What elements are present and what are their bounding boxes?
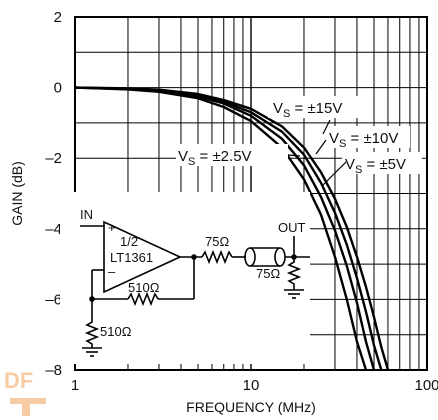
watermark-logo	[10, 398, 46, 416]
circuit-label-in: IN	[80, 207, 93, 222]
opamp-triangle	[103, 220, 182, 294]
circuit-label-plus: +	[108, 220, 116, 235]
annotation-bg-5v	[342, 152, 422, 174]
inset-circuit: IN + – 1/2 LT1361 75Ω OUT 75Ω 510Ω 510Ω	[60, 192, 310, 364]
y-tick-label: –8	[45, 362, 62, 379]
junction-dot-out	[291, 254, 297, 260]
x-axis-label: FREQUENCY (MHz)	[186, 399, 316, 415]
circuit-label-minus: –	[108, 264, 116, 279]
x-tick-label: 1	[71, 377, 79, 394]
annotation-leader-10v	[315, 139, 327, 155]
circuit-background	[60, 192, 310, 364]
annotation-leader-15v	[322, 119, 331, 135]
annotation-bg-15v	[268, 96, 364, 118]
circuit-label-r-feedback: 510Ω	[128, 280, 160, 295]
circuit-label-r-series: 75Ω	[205, 234, 229, 249]
y-tick-label: –6	[45, 291, 62, 308]
annotation-vs-15v: VS = ±15V	[273, 100, 342, 120]
circuit-label-out: OUT	[278, 220, 306, 235]
series-line-3	[74, 86, 390, 371]
annotation-bg-10v	[324, 126, 410, 148]
annotation-bg-2p5v	[176, 144, 288, 166]
series-resistor-75	[201, 249, 233, 265]
circuit-label-r-load: 75Ω	[256, 266, 280, 281]
y-tick-label: –4	[45, 221, 62, 238]
circuit-label-r-ground: 510Ω	[100, 324, 132, 339]
annotation-vs-2p5v: VS = ±2.5V	[178, 148, 252, 168]
feedback-resistor-510	[127, 291, 159, 307]
annotation-vs-10v: VS = ±10V	[329, 130, 398, 150]
ground-resistor-510	[84, 318, 100, 348]
circuit-label-part: LT1361	[110, 250, 153, 265]
x-tick-label: 100	[414, 377, 438, 394]
tick-labels: 2 0 –2 –4 –6 –8 1 10 100	[45, 9, 438, 394]
annotations: VS = ±15V VS = ±10V VS = ±2.5V VS = ±5V	[176, 96, 422, 187]
load-resistor-75	[286, 257, 302, 290]
junction-dot-output	[191, 254, 197, 260]
watermark: DF	[4, 368, 46, 416]
y-tick-label: 0	[54, 80, 62, 97]
circuit-label-half: 1/2	[120, 234, 138, 249]
junction-dot-feedback	[89, 296, 95, 302]
y-axis-label: GAIN (dB)	[9, 161, 25, 226]
x-tick-label: 10	[243, 377, 260, 394]
watermark-text: DF	[4, 368, 33, 393]
annotation-leader-5v	[321, 161, 347, 187]
y-tick-label: 2	[54, 9, 62, 26]
annotation-leader-2p5v	[287, 154, 301, 157]
y-tick-label: –2	[45, 150, 62, 167]
